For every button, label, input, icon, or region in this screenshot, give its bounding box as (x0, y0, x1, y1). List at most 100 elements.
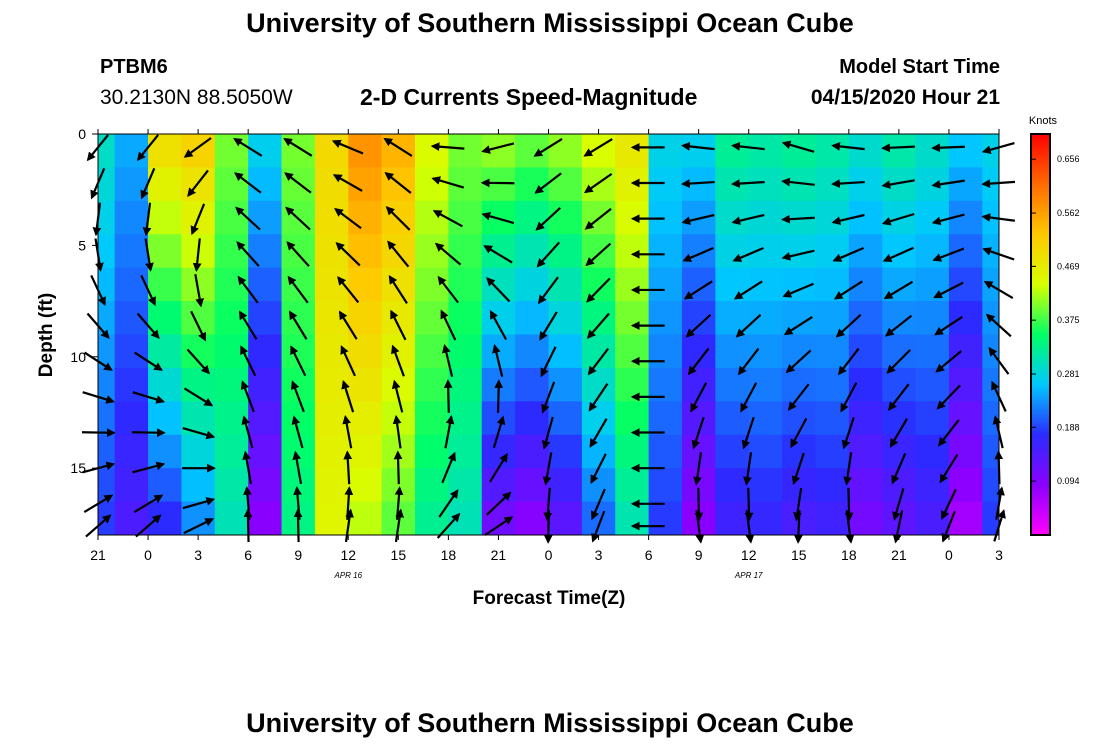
current-vector-arrow (881, 179, 915, 189)
heat-cell (548, 468, 583, 503)
current-vector-arrow (492, 343, 504, 378)
heat-cell (715, 468, 750, 503)
heat-cell (848, 334, 883, 369)
y-tick-label: 5 (78, 237, 86, 253)
current-vector-arrow (591, 510, 606, 543)
current-vector-arrow (938, 419, 960, 447)
current-vector-arrow (388, 275, 408, 304)
current-vector-arrow (693, 452, 703, 486)
current-vector-arrow (783, 316, 813, 336)
heat-cell (281, 267, 316, 302)
heat-cell (248, 334, 283, 369)
colorbar-label: Knots (1029, 115, 1058, 127)
heat-cell (515, 501, 549, 536)
heat-cell (98, 267, 116, 302)
heat-cell (98, 200, 116, 235)
current-vector-arrow (132, 391, 166, 404)
heat-cell (381, 301, 416, 335)
heat-cell (448, 234, 483, 269)
heat-cell (648, 134, 683, 168)
heat-cell (548, 434, 583, 469)
current-vector-arrow (190, 203, 206, 236)
current-vector-arrow (733, 280, 763, 300)
heat-cell (248, 468, 283, 503)
current-vector-arrow (837, 347, 860, 376)
heat-cell (581, 401, 616, 436)
heat-cell (715, 367, 750, 402)
current-vector-arrow (392, 414, 402, 449)
y-tick-label: 15 (70, 460, 86, 476)
heat-cell (515, 234, 549, 269)
current-vector-arrow (192, 238, 202, 272)
heat-cell (915, 267, 950, 302)
model-start-label: Model Start Time (839, 56, 1000, 78)
station-coords: 30.2130N 88.5050W (100, 86, 293, 109)
heat-cell (114, 234, 149, 269)
current-vector-arrow (883, 280, 914, 300)
heat-cell (348, 167, 383, 202)
heat-cell (948, 267, 983, 302)
heat-cell (181, 301, 216, 335)
current-vector-arrow (691, 416, 705, 450)
heat-cell (748, 468, 783, 503)
current-vector-arrow (236, 241, 260, 267)
current-vector-arrow (492, 415, 506, 449)
heat-cell (148, 401, 182, 436)
current-vector-arrow (343, 450, 353, 485)
heat-cell (715, 134, 750, 168)
heat-cell (615, 301, 650, 335)
heat-cell (214, 234, 249, 269)
current-vector-arrow (443, 379, 453, 413)
current-vector-arrow (831, 213, 865, 225)
current-vector-arrow (393, 450, 403, 485)
heat-cell (915, 401, 950, 436)
current-vector-arrow (132, 428, 166, 438)
heat-cell (448, 367, 483, 402)
colorbar-tick-label: 0.188 (1057, 422, 1080, 432)
current-vector-arrow (793, 487, 803, 522)
current-vector-arrow (791, 452, 805, 486)
current-vector-arrow (337, 276, 360, 304)
current-vector-arrow (541, 381, 556, 414)
heat-cell (415, 468, 449, 503)
heat-cell (98, 367, 116, 402)
current-vector-arrow (135, 514, 162, 538)
heat-cell (314, 401, 349, 436)
x-tick-label: 3 (194, 547, 202, 563)
x-tick-label: 21 (90, 547, 106, 563)
y-tick-label: 10 (70, 349, 86, 365)
heat-cell (248, 301, 283, 335)
heat-cell (448, 200, 483, 235)
heat-cell (181, 434, 216, 469)
heat-cell (915, 468, 950, 503)
heat-cell (481, 267, 516, 302)
current-vector-arrow (290, 345, 307, 377)
current-vector-arrow (342, 415, 353, 449)
current-vector-arrow (284, 172, 312, 194)
heat-cell (98, 334, 116, 369)
heat-cell (615, 434, 650, 469)
heat-cell (948, 501, 983, 536)
current-vector-arrow (886, 349, 911, 374)
heat-cell (882, 301, 917, 335)
current-vector-arrow (438, 489, 459, 518)
x-date-label: APR 17 (734, 571, 763, 580)
heat-cell (548, 234, 583, 269)
heat-cell (782, 434, 816, 469)
heat-cell (114, 301, 149, 335)
heat-cell (148, 468, 182, 503)
heat-cell (481, 167, 516, 202)
current-vector-arrow (888, 383, 910, 411)
heat-cell (515, 301, 549, 335)
heat-cell (748, 134, 783, 168)
current-vector-arrow (444, 415, 455, 449)
x-tick-label: 18 (841, 547, 857, 563)
current-vector-arrow (931, 179, 965, 189)
x-tick-label: 15 (791, 547, 807, 563)
current-vector-arrow (394, 508, 405, 543)
current-vector-arrow (486, 491, 512, 516)
current-vector-arrow (344, 508, 354, 543)
heat-cell (381, 267, 416, 302)
current-vector-arrow (840, 382, 858, 413)
current-vector-arrow (430, 142, 465, 152)
